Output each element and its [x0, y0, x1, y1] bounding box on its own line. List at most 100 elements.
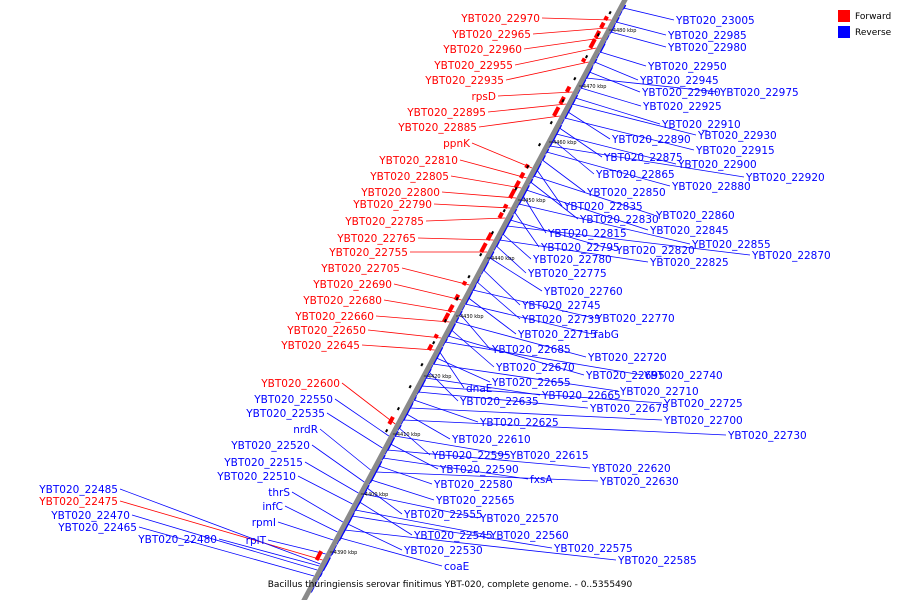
- reverse-gene-left-connector: [267, 539, 326, 555]
- reverse-gene-right-label: YBT020_23005: [675, 15, 755, 27]
- reverse-gene-right-label: YBT020_22595: [431, 450, 511, 462]
- misc-feature: [608, 10, 612, 15]
- reverse-gene-right-label: YBT020_22695: [585, 370, 665, 382]
- reverse-gene-right-label: YBT020_22900: [677, 159, 757, 171]
- reverse-gene-left-connector: [131, 514, 318, 571]
- reverse-gene-right-label: YBT020_22830: [579, 214, 659, 226]
- misc-feature: [502, 208, 506, 213]
- reverse-gene-right-label: YBT020_22545: [413, 530, 493, 542]
- misc-feature: [537, 142, 542, 147]
- reverse-gene-right-connector: [394, 435, 509, 456]
- reverse-gene-right-connector: [451, 329, 495, 368]
- reverse-gene-right-connector: [559, 127, 603, 158]
- reverse-gene-right-label: YBT020_22780: [532, 254, 612, 266]
- reverse-gene-right-connector: [499, 239, 649, 263]
- reverse-gene-right-label: YBT020_22775: [527, 268, 607, 280]
- reverse-gene-right-label: YBT020_22770: [595, 313, 675, 325]
- reverse-gene-left-label: YBT020_22510: [216, 471, 296, 483]
- forward-gene-label: YBT020_22965: [451, 29, 531, 41]
- misc-feature: [420, 362, 424, 367]
- reverse-gene-right-label: YBT020_22850: [586, 187, 666, 199]
- reverse-gene-right-label: YBT020_22860: [655, 210, 735, 222]
- scale-tick-label: 4460 kbp: [553, 140, 577, 146]
- reverse-gene-right-connector: [514, 211, 540, 248]
- scale-tick-label: 4480 kbp: [613, 28, 637, 34]
- scale-tick-label: 4430 kbp: [460, 314, 484, 320]
- reverse-gene-right-connector: [549, 145, 745, 178]
- scale-tick-label: 4420 kbp: [428, 374, 452, 380]
- reverse-gene-right-label: YBT020_22910: [661, 119, 741, 131]
- reverse-gene-right-connector: [556, 133, 677, 165]
- reverse-gene-right-connector: [476, 281, 521, 320]
- reverse-gene-right-connector: [575, 97, 661, 125]
- forward-gene-connector: [341, 382, 396, 425]
- forward-gene-connector: [375, 315, 450, 323]
- reverse-gene-right-label: YBT020_22945: [639, 75, 719, 87]
- reverse-gene-right-label: YBT020_22565: [435, 495, 515, 507]
- reverse-gene-right-label: YBT020_22530: [403, 545, 483, 557]
- scale-tick-label: 4390 kbp: [334, 550, 358, 556]
- reverse-gene-left-label: infC: [262, 501, 283, 513]
- reverse-gene-right-label: YBT020_22675: [589, 403, 669, 415]
- reverse-gene-right-connector: [359, 501, 413, 536]
- reverse-gene-right-label: YBT020_22710: [619, 386, 699, 398]
- reverse-gene-right-label: YBT020_22630: [599, 476, 679, 488]
- forward-gene-gene: [387, 415, 395, 425]
- forward-gene-label: YBT020_22955: [433, 60, 513, 72]
- reverse-gene-right-label: fxsA: [530, 474, 553, 486]
- legend-forward-swatch: [838, 10, 850, 22]
- forward-gene-connector: [433, 203, 511, 209]
- reverse-gene-right-connector: [459, 313, 491, 350]
- misc-feature: [561, 98, 565, 103]
- forward-gene-label: YBT020_22805: [369, 171, 449, 183]
- reverse-gene-right-label: YBT020_22825: [649, 257, 729, 269]
- forward-gene-gene: [433, 333, 439, 339]
- reverse-gene-right-connector: [616, 21, 667, 36]
- reverse-gene-right-label: YBT020_22865: [595, 169, 675, 181]
- reverse-gene-right-label: YBT020_22625: [479, 417, 559, 429]
- misc-feature: [490, 230, 495, 235]
- forward-gene-label: YBT020_22785: [344, 216, 424, 228]
- reverse-gene-left-label: rplT: [246, 535, 267, 547]
- forward-gene-gene: [599, 21, 606, 29]
- forward-gene-connector: [505, 61, 589, 81]
- legend-reverse-swatch: [838, 26, 850, 38]
- reverse-gene-right-label: YBT020_22920: [745, 172, 825, 184]
- reverse-gene-right-connector: [518, 203, 691, 245]
- forward-gene-label: YBT020_22895: [406, 107, 486, 119]
- reverse-gene-right-connector: [375, 471, 599, 482]
- reverse-gene-left-connector: [284, 505, 338, 533]
- reverse-gene-right-label: YBT020_22880: [671, 181, 751, 193]
- reverse-gene-right-connector: [522, 195, 547, 234]
- forward-gene-gene: [588, 38, 597, 49]
- forward-gene-gene: [427, 343, 434, 351]
- reverse-gene-right-connector: [347, 523, 403, 551]
- reverse-gene-right-connector: [371, 479, 435, 501]
- forward-gene-connector: [523, 37, 602, 50]
- reverse-gene-right-connector: [351, 515, 553, 549]
- forward-gene-gene: [518, 171, 526, 179]
- forward-gene-label: YBT020_22680: [302, 295, 382, 307]
- scale-tick-label: 4450 kbp: [522, 198, 546, 204]
- forward-gene-label: YBT020_22970: [460, 13, 540, 25]
- reverse-gene-right-label: YBT020_22585: [617, 555, 697, 567]
- label-connectors: [119, 7, 751, 577]
- reverse-gene-right-connector: [425, 377, 541, 396]
- forward-gene-connector: [425, 217, 506, 222]
- reverse-gene-right-label: YBT020_22615: [509, 450, 589, 462]
- reverse-gene-left-connector: [291, 491, 344, 523]
- forward-gene-label: YBT020_22800: [360, 187, 440, 199]
- forward-gene-connector: [487, 103, 567, 113]
- reverse-gene-right-connector: [489, 257, 543, 292]
- reverse-gene-right-connector: [623, 7, 675, 21]
- reverse-gene-right-label: dnaE: [466, 383, 492, 395]
- misc-feature: [455, 296, 459, 301]
- forward-gene-connector: [514, 47, 597, 66]
- reverse-gene-right-label: YBT020_22735: [521, 314, 601, 326]
- reverse-gene-right-connector: [496, 245, 527, 274]
- forward-gene-connector: [478, 115, 560, 128]
- forward-gene-label: YBT020_22810: [378, 155, 458, 167]
- forward-gene-label: YBT020_22600: [260, 378, 340, 390]
- reverse-gene-right-label: YBT020_22665: [541, 390, 621, 402]
- reverse-gene-right-label: YBT020_22855: [691, 239, 771, 251]
